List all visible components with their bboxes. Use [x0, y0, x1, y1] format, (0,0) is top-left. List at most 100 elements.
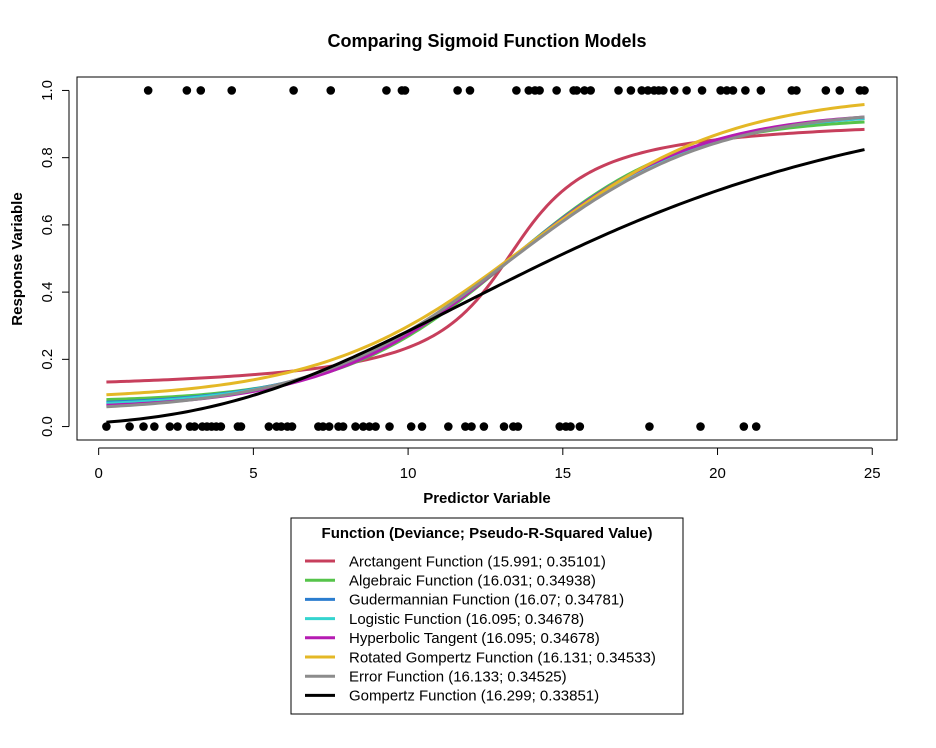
legend-entry: Gompertz Function (16.299; 0.33851) — [349, 688, 599, 705]
data-point — [276, 422, 286, 431]
data-point — [326, 86, 336, 95]
x-tick-label: 20 — [709, 465, 726, 482]
data-point — [351, 422, 360, 431]
chart-title: Comparing Sigmoid Function Models — [328, 31, 647, 51]
x-tick-label: 5 — [249, 465, 257, 482]
data-point — [216, 422, 226, 431]
series-line — [106, 115, 865, 407]
data-point — [728, 86, 738, 95]
data-point — [821, 86, 831, 95]
data-point — [722, 86, 732, 95]
data-point — [365, 422, 374, 431]
data-point — [453, 86, 462, 95]
data-point — [580, 86, 589, 95]
data-point — [697, 86, 707, 95]
data-point — [552, 86, 561, 95]
data-point — [682, 86, 691, 95]
data-point — [555, 422, 565, 431]
data-point — [669, 86, 679, 95]
x-tick-label: 0 — [94, 465, 102, 482]
data-point — [318, 422, 328, 431]
data-point — [860, 86, 869, 95]
data-point — [324, 422, 334, 431]
data-point — [751, 422, 761, 431]
data-point — [566, 422, 575, 431]
data-point — [165, 422, 175, 431]
x-axis-label: Predictor Variable — [423, 490, 551, 507]
data-point — [614, 86, 623, 95]
plot-frame — [76, 76, 898, 441]
legend-entry: Gudermannian Function (16.07; 0.34781) — [349, 592, 624, 609]
y-tick-label: 0.0 — [39, 416, 56, 437]
y-tick-label: 0.6 — [39, 214, 56, 235]
data-point — [739, 422, 749, 431]
y-tick-label: 0.8 — [39, 147, 56, 168]
y-tick-label: 0.4 — [39, 282, 56, 303]
data-point — [461, 422, 470, 431]
legend-entry: Logistic Function (16.095; 0.34678) — [349, 611, 584, 628]
x-tick-label: 10 — [400, 465, 417, 482]
series-line — [106, 127, 865, 384]
legend-entry: Arctangent Function (15.991; 0.35101) — [349, 553, 606, 570]
x-tick-label: 25 — [864, 465, 881, 482]
y-tick-label: 1.0 — [39, 80, 56, 101]
data-point — [287, 422, 297, 431]
data-point — [643, 86, 653, 95]
data-point — [190, 422, 199, 431]
data-point — [385, 422, 394, 431]
data-point — [575, 422, 585, 431]
data-point — [338, 422, 348, 431]
data-point — [236, 422, 246, 431]
data-point — [196, 86, 206, 95]
data-point — [479, 422, 489, 431]
data-point — [572, 86, 582, 95]
data-point — [227, 86, 237, 95]
series-line — [106, 117, 865, 404]
series-line — [106, 115, 865, 409]
data-point — [756, 86, 766, 95]
series-line — [106, 148, 865, 424]
data-point — [696, 422, 705, 431]
data-point — [626, 86, 636, 95]
legend-entry: Hyperbolic Tangent (16.095; 0.34678) — [349, 630, 600, 647]
data-point — [417, 422, 427, 431]
data-point — [499, 422, 509, 431]
data-point — [645, 422, 654, 431]
data-point — [143, 86, 153, 95]
data-point — [371, 422, 380, 431]
data-point — [444, 422, 453, 431]
data-point — [139, 422, 148, 431]
legend-entry: Rotated Gompertz Function (16.131; 0.345… — [349, 649, 656, 666]
series-line — [106, 116, 865, 405]
legend-box — [290, 517, 684, 715]
data-point — [512, 86, 521, 95]
data-point — [382, 86, 391, 95]
data-point — [150, 422, 159, 431]
data-point — [125, 422, 134, 431]
data-point — [358, 422, 368, 431]
data-point — [659, 86, 668, 95]
legend-title: Function (Deviance; Pseudo-R-Squared Val… — [322, 525, 653, 542]
y-tick-label: 0.2 — [39, 349, 56, 370]
legend: Function (Deviance; Pseudo-R-Squared Val… — [290, 517, 684, 715]
data-point — [524, 86, 534, 95]
data-point — [716, 86, 725, 95]
legend-entry: Error Function (16.133; 0.34525) — [349, 668, 567, 685]
data-point — [792, 86, 801, 95]
data-point — [406, 422, 416, 431]
data-point — [835, 86, 845, 95]
data-point — [465, 86, 475, 95]
data-point — [289, 86, 298, 95]
data-point — [400, 86, 410, 95]
data-point — [467, 422, 476, 431]
data-point — [182, 86, 192, 95]
legend-entry: Algebraic Function (16.031; 0.34938) — [349, 572, 596, 589]
data-point — [264, 422, 274, 431]
plot-area: 0 5 10 15 20 25 0.0 0.2 0.4 0.6 0.8 1.0 — [39, 76, 898, 482]
y-axis-label: Response Variable — [9, 192, 26, 325]
data-point — [513, 422, 523, 431]
data-point — [637, 86, 647, 95]
data-point — [741, 86, 750, 95]
series-line — [106, 103, 865, 397]
